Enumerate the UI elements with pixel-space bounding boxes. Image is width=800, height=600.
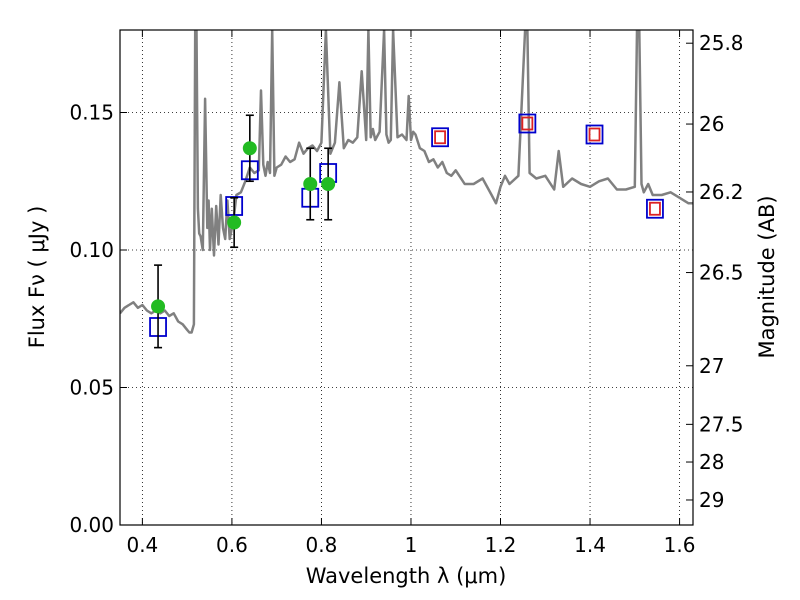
right-tick-label: 26.5 <box>699 261 744 285</box>
right-tick-label: 29 <box>699 488 724 512</box>
model-square-outer <box>518 113 537 134</box>
x-tick-label: 0.6 <box>216 533 248 557</box>
x-tick-label: 0.8 <box>306 533 338 557</box>
model-square-outer <box>585 124 604 145</box>
x-tick-label: 0.4 <box>126 533 158 557</box>
grid <box>120 30 693 526</box>
y-tick-label: 0.00 <box>69 513 114 537</box>
model-square-inner <box>588 127 601 142</box>
right-tick-label: 27.5 <box>699 412 744 436</box>
x-tick-label: 1.4 <box>574 533 606 557</box>
photometry-point <box>303 177 318 191</box>
x-axis-title: Wavelength λ (μm) <box>306 564 507 588</box>
model-square-outer <box>646 198 664 219</box>
ticks: 0.4 0.6 0.8 1 1.2 1.4 1.6 0.00 0.05 0.10 0.15 25.8 2… <box>69 30 744 557</box>
model-square-inner <box>649 201 661 216</box>
photometry-point <box>227 215 242 230</box>
y-axis-right-title: Magnitude (AB) <box>755 195 779 358</box>
plot-background <box>120 30 693 525</box>
y-tick-label: 0.10 <box>69 238 114 262</box>
y-tick-label: 0.05 <box>69 376 114 400</box>
model-square-inner <box>521 116 534 131</box>
photometry-point <box>242 141 257 156</box>
photometry-point <box>151 299 166 314</box>
y-tick-label: 0.15 <box>69 101 114 125</box>
y-axis-title: Flux Fν ( μJy ) <box>25 206 49 349</box>
model-square-inner <box>434 130 446 145</box>
x-tick-label: 1.6 <box>664 533 696 557</box>
right-tick-label: 26.2 <box>699 180 744 204</box>
photometry-point <box>321 177 336 191</box>
model-square-outer <box>431 127 449 148</box>
right-tick-label: 28 <box>699 450 724 474</box>
right-tick-label: 27 <box>699 354 724 378</box>
plot-frame <box>119 29 694 526</box>
x-tick-label: 1 <box>405 533 418 557</box>
x-tick-label: 1.2 <box>485 533 517 557</box>
data-layer <box>120 30 693 334</box>
marker-layer <box>149 113 664 349</box>
spectrum-line <box>120 30 693 334</box>
right-tick-label: 25.8 <box>699 31 744 55</box>
right-tick-label: 26 <box>699 112 724 136</box>
